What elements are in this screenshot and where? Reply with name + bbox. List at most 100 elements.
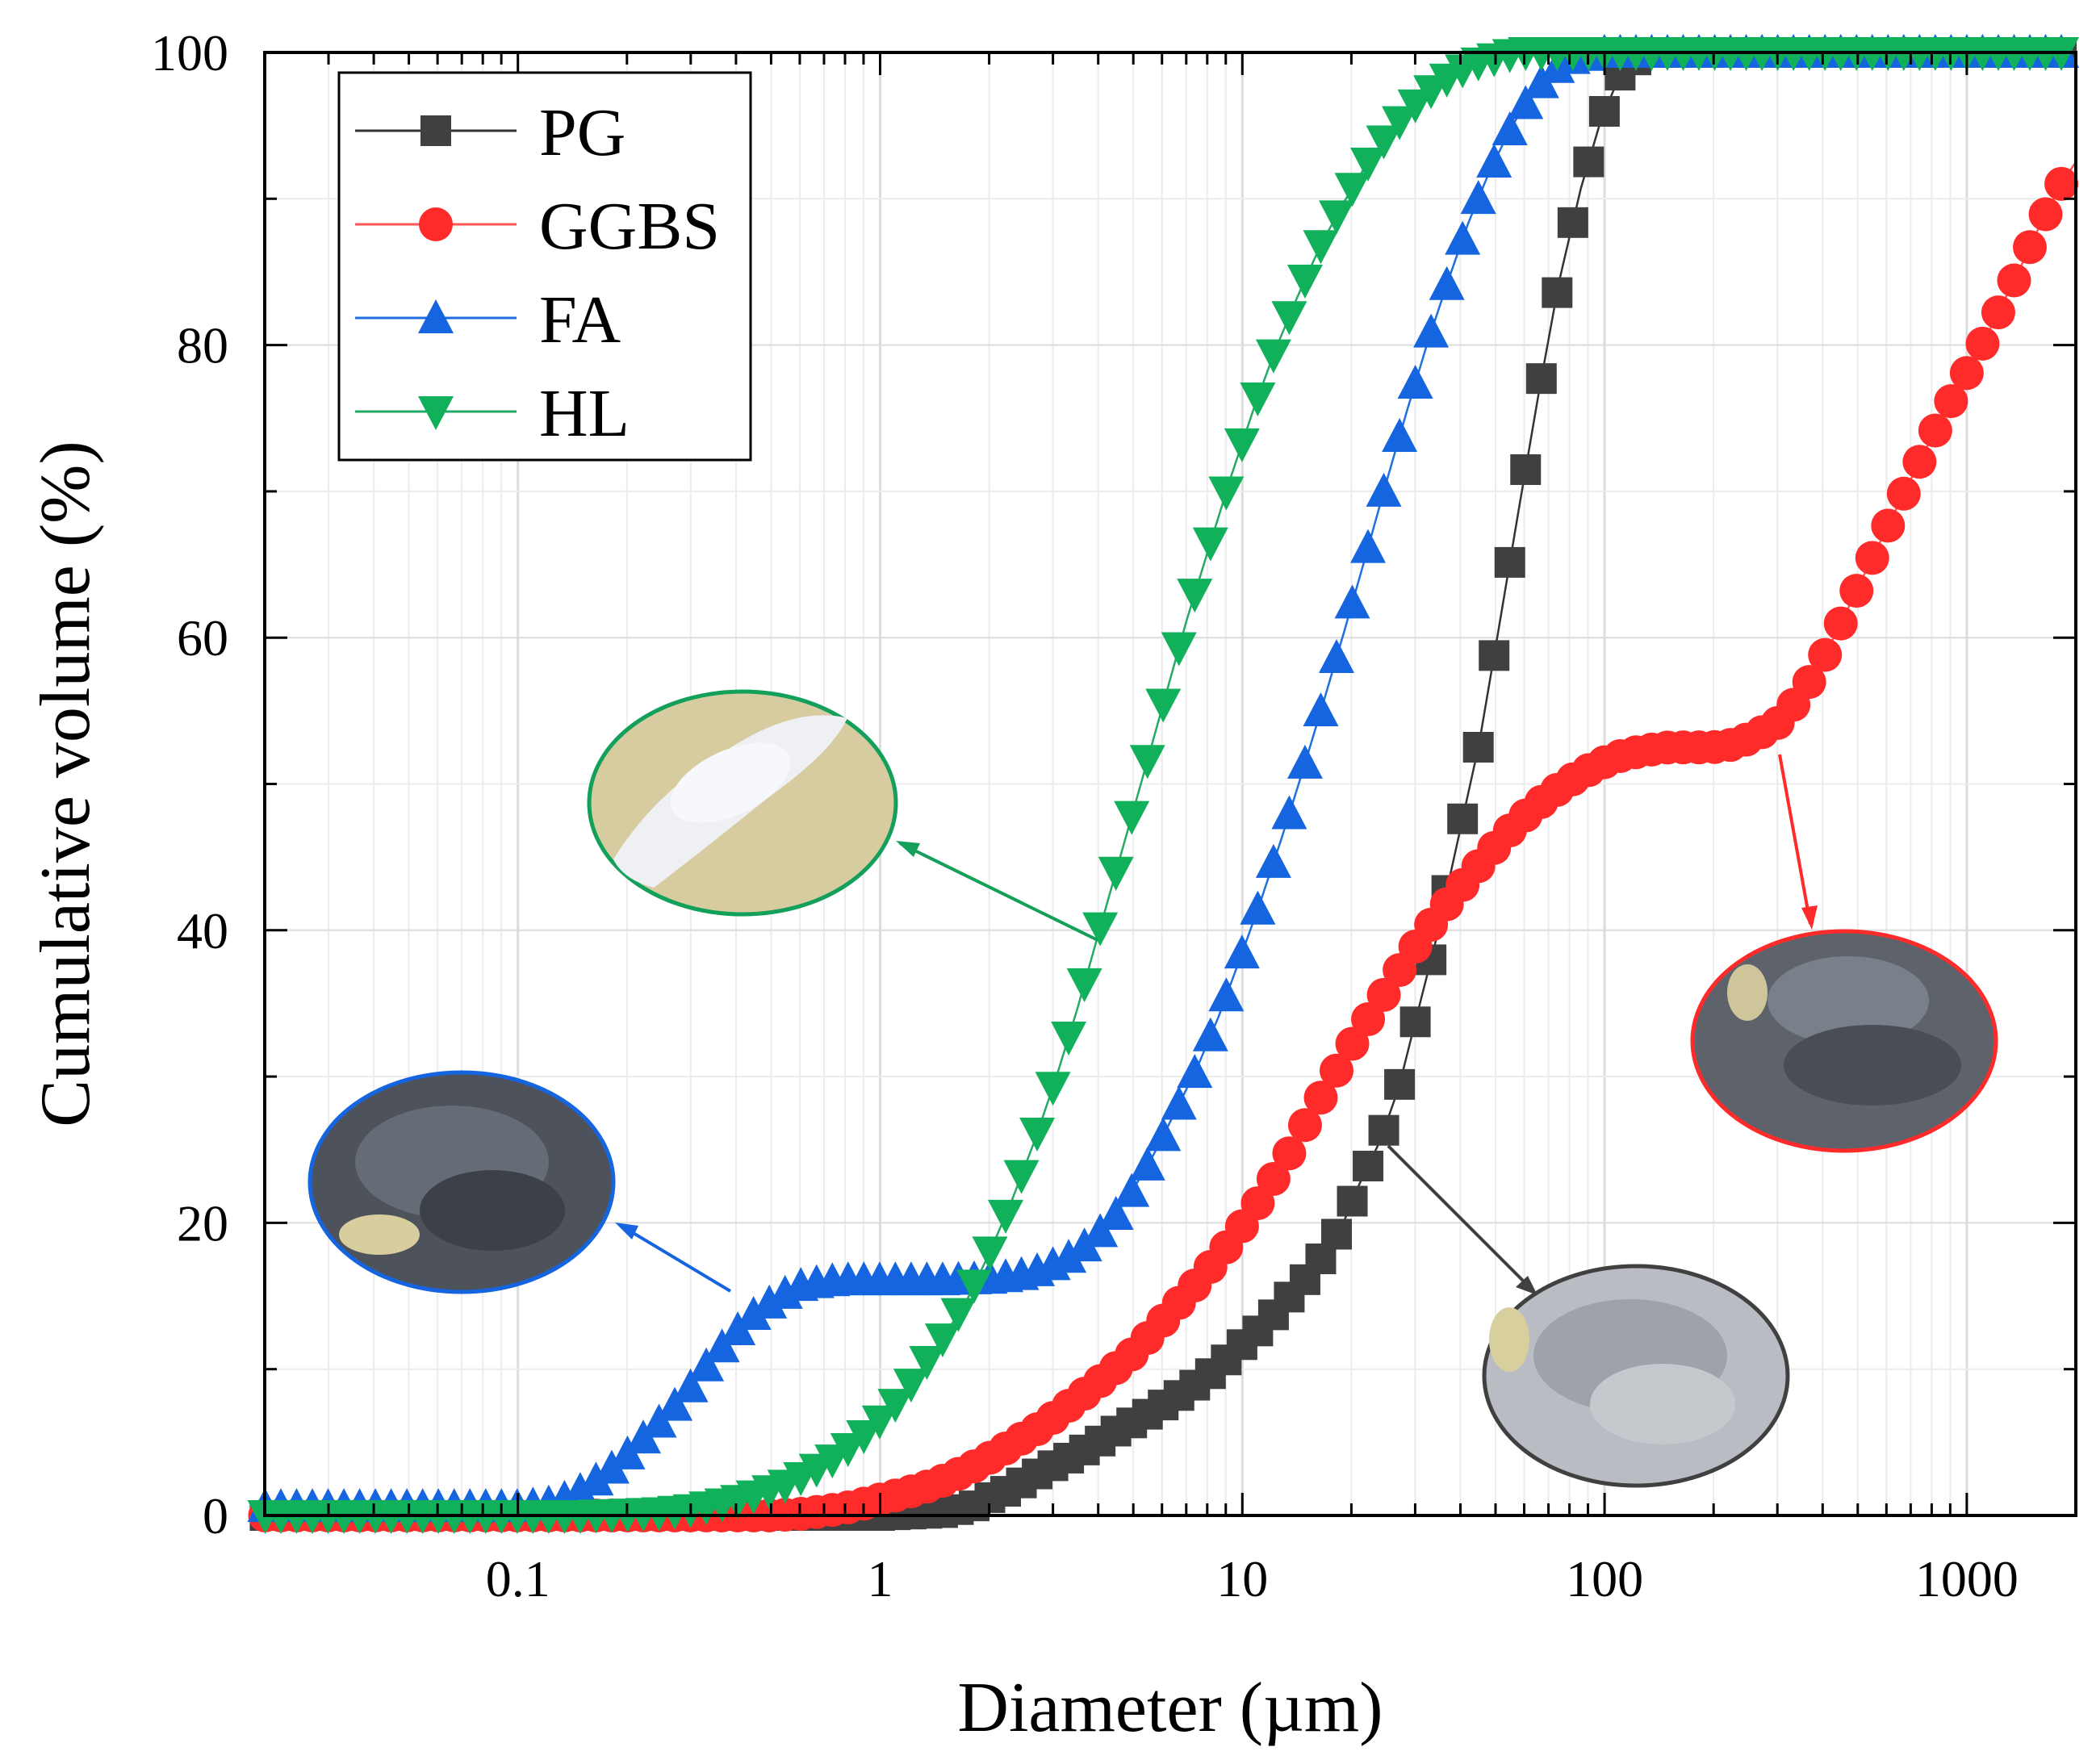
pg-point [1337, 1185, 1368, 1217]
pg-point [1368, 1114, 1399, 1146]
legend-label: HL [539, 376, 630, 451]
pg-point [1479, 640, 1510, 671]
fa-point [735, 1295, 772, 1330]
y-tick-label: 20 [177, 1194, 228, 1252]
y-tick-label: 100 [151, 24, 228, 82]
legend-marker [418, 396, 454, 430]
fa-point [1051, 1239, 1087, 1273]
fa-point [1177, 1054, 1213, 1089]
legend-label: GGBS [539, 189, 720, 264]
ggbs-point [1287, 1108, 1322, 1143]
fa-point [1429, 265, 1465, 300]
hl-point [1114, 800, 1150, 835]
hl-point [1397, 89, 1433, 123]
hl-point [924, 1323, 960, 1358]
hl-point [1366, 125, 1402, 160]
fa-photo-arrowhead-icon [615, 1223, 638, 1239]
x-axis-title: Diameter (µm) [957, 1669, 1383, 1747]
legend-item-pg: PG [355, 95, 625, 170]
pg-point [1510, 454, 1542, 485]
hl-point [1051, 1021, 1087, 1055]
x-tick-label: 10 [1216, 1550, 1268, 1607]
fa-point [1413, 313, 1450, 348]
hl-point [1303, 230, 1339, 265]
y-tick-label: 80 [177, 317, 228, 374]
y-tick-label: 40 [177, 902, 228, 959]
pg-point [1557, 207, 1588, 238]
ggbs-point [1256, 1161, 1291, 1196]
fa-point [1192, 1017, 1228, 1051]
hl-point [1177, 579, 1213, 613]
hl-point [956, 1269, 992, 1304]
ggbs-point [1855, 541, 1889, 575]
y-tick-label: 60 [177, 609, 228, 667]
hl-point [1082, 912, 1119, 947]
fa-point [1397, 364, 1433, 399]
ggbs-point [1981, 295, 2015, 330]
legend-box [337, 71, 752, 462]
legend-marker [419, 207, 453, 241]
ggbs-point [1949, 356, 1984, 391]
hl-point [1161, 632, 1197, 667]
hl-point [1318, 200, 1354, 235]
sample-photos [307, 689, 1998, 1488]
legend: PG GGBS FA HL [337, 71, 752, 462]
fa-point [672, 1368, 709, 1402]
hl-point [988, 1199, 1024, 1234]
hl-point [972, 1236, 1008, 1271]
fa-point [1460, 180, 1496, 215]
pg-point [1447, 803, 1479, 834]
fa-point [1350, 529, 1387, 563]
ggbs-point [1918, 413, 1952, 448]
hl-point [861, 1405, 897, 1440]
hl-point [1066, 968, 1102, 1002]
axes: 0.1 1 10 100 1000 0 20 40 60 80 100 Diameter (µm) Cu… [27, 24, 2077, 1747]
y-axis-title: Cumulative volume (%) [27, 441, 105, 1127]
ggbs-sample-photo [1690, 929, 1998, 1153]
ggbs-point [1351, 1002, 1386, 1037]
fa-sample-photo [307, 1070, 616, 1294]
ggbs-point [2013, 230, 2048, 265]
hl-point [1334, 173, 1370, 207]
hl-series [247, 37, 2080, 1534]
pg-point [1573, 146, 1604, 178]
pg-point [1320, 1218, 1352, 1250]
ggbs-point [1319, 1053, 1353, 1088]
hl-sample-photo [587, 689, 898, 917]
fa-point [1508, 85, 1544, 119]
legend-item-fa: FA [355, 282, 621, 357]
ggbs-point [1240, 1186, 1275, 1221]
x-tick-label: 1000 [1915, 1550, 2019, 1607]
fa-point [1208, 977, 1245, 1012]
ggbs-point [1871, 508, 1906, 543]
ggbs-point [1792, 665, 1826, 700]
hl-point [1192, 527, 1228, 562]
ggbs-point [1934, 384, 1968, 419]
fa-point [657, 1386, 693, 1421]
pg-point [1525, 363, 1557, 395]
hl-point [1098, 856, 1134, 891]
pg-photo-arrowhead-icon [1516, 1276, 1537, 1295]
pg-photo-arrow [1387, 1144, 1535, 1293]
photo-arrows [615, 754, 1818, 1295]
legend-label: PG [539, 95, 625, 170]
fa-point [578, 1461, 614, 1496]
ggbs-point [1886, 476, 1921, 511]
hl-point [940, 1298, 977, 1332]
hl-point [1255, 339, 1291, 374]
hl-point [1035, 1072, 1071, 1106]
hl-point [1271, 301, 1307, 336]
fa-point [1224, 934, 1260, 969]
hl-point [1224, 428, 1260, 462]
fa-point [1491, 111, 1528, 145]
fa-point [1271, 795, 1307, 830]
hl-point [1019, 1118, 1056, 1152]
fa-point [1145, 1117, 1182, 1152]
legend-marker [420, 115, 451, 146]
legend-item-ggbs: GGBS [355, 189, 720, 264]
hl-photo-arrow [899, 842, 1098, 942]
fa-point [1366, 472, 1402, 507]
hl-point [1240, 382, 1276, 417]
ggbs-point [1997, 263, 2031, 298]
